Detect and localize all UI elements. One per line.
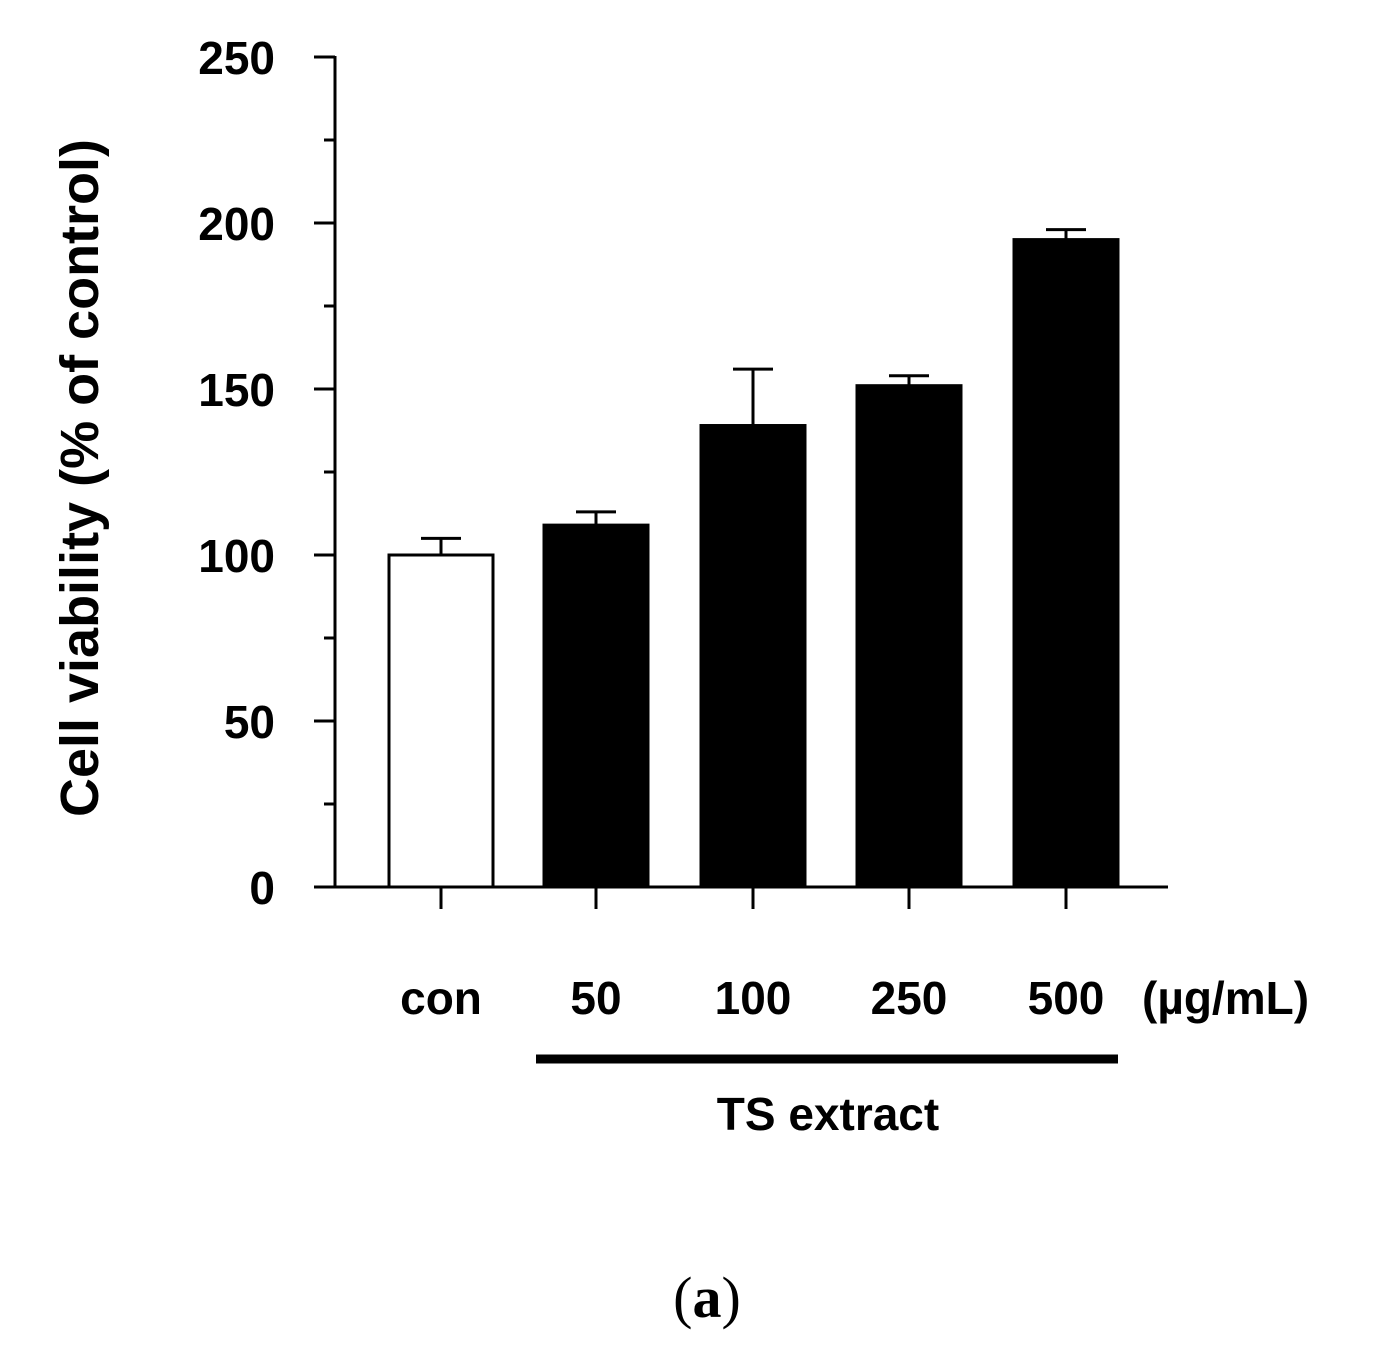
bar-50 (542, 523, 650, 889)
bar-100 (699, 424, 807, 889)
bar-250 (855, 384, 963, 889)
bar-con (387, 553, 495, 889)
bar-500 (1012, 238, 1120, 889)
y-tick-label: 0 (249, 862, 275, 914)
y-tick-label: 150 (198, 364, 275, 416)
y-axis-ticks: 0 50 100 150 200 250 (198, 32, 335, 914)
bars (387, 228, 1120, 889)
figure-caption: (a) (673, 1265, 741, 1330)
y-axis-title: Cell viability (% of control) (50, 139, 110, 817)
x-unit-label: (µg/mL) (1142, 972, 1309, 1024)
y-tick-label: 50 (224, 696, 275, 748)
caption-close-paren: ) (722, 1265, 741, 1330)
caption-open-paren: ( (673, 1265, 692, 1330)
x-tick-label-250: 250 (871, 972, 948, 1024)
y-tick-label: 200 (198, 198, 275, 250)
y-tick-label: 100 (198, 530, 275, 582)
caption-letter: a (693, 1265, 722, 1330)
x-tick-label-con: con (400, 972, 482, 1024)
y-tick-label: 250 (198, 32, 275, 84)
x-axis-ticks: con 50 100 250 500 (400, 887, 1104, 1024)
x-tick-label-50: 50 (570, 972, 621, 1024)
x-tick-label-100: 100 (715, 972, 792, 1024)
x-tick-label-500: 500 (1028, 972, 1105, 1024)
group-label: TS extract (717, 1088, 939, 1140)
